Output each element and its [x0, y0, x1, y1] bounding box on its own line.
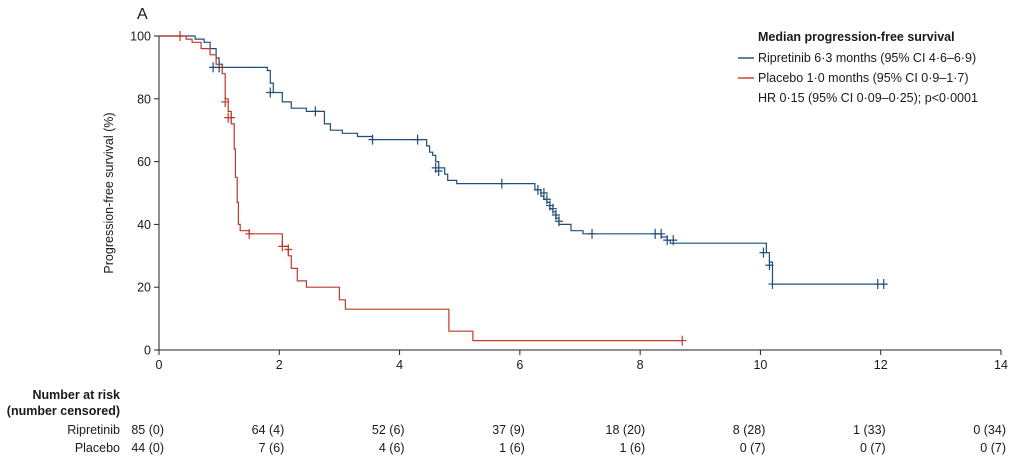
censor-mark-ripretinib	[669, 235, 678, 246]
risk-row-label-ripretinib: Ripretinib	[67, 423, 120, 437]
censor-mark-ripretinib	[768, 279, 777, 290]
km-curve-placebo	[159, 35, 683, 342]
x-tick-label: 8	[637, 358, 644, 372]
x-tick-label: 12	[874, 358, 888, 372]
axes: 0 2 4 6 8 10 12 14 0 20 40 60 80 100	[130, 30, 1008, 373]
censor-mark-ripretinib	[266, 87, 275, 98]
legend-entry-ripretinib: Ripretinib 6·3 months (95% CI 4·6–6·9)	[758, 51, 976, 65]
censor-mark-ripretinib	[554, 216, 563, 227]
censor-mark-placebo	[245, 228, 254, 239]
risk-cell: 4 (6)	[379, 441, 405, 455]
censor-mark-ripretinib	[548, 203, 557, 214]
censor-mark-ripretinib	[759, 247, 768, 258]
x-tick-label: 2	[276, 358, 283, 372]
censor-mark-ripretinib	[413, 134, 422, 145]
risk-cell: 52 (6)	[372, 423, 405, 437]
legend-title: Median progression-free survival	[758, 30, 955, 44]
censor-mark-ripretinib	[533, 184, 542, 195]
censor-mark-ripretinib	[368, 134, 377, 145]
risk-cell: 85 (0)	[131, 423, 164, 437]
risk-cell: 1 (6)	[619, 441, 645, 455]
x-tick-label: 0	[156, 358, 163, 372]
censor-mark-ripretinib	[551, 209, 560, 220]
risk-table: Number at risk (number censored) Ripreti…	[7, 388, 1006, 455]
risk-cell: 1 (6)	[499, 441, 525, 455]
censor-mark-ripretinib	[311, 106, 320, 117]
risk-cell: 0 (7)	[740, 441, 766, 455]
x-tick-label: 14	[994, 358, 1008, 372]
censor-mark-ripretinib	[539, 188, 548, 198]
legend-entry-placebo: Placebo 1·0 months (95% CI 0·9–1·7)	[758, 71, 969, 85]
censor-mark-ripretinib	[879, 279, 888, 290]
legend-note: HR 0·15 (95% CI 0·09–0·25); p<0·0001	[758, 91, 978, 105]
x-tick-label: 10	[753, 358, 767, 372]
x-tick-label: 6	[516, 358, 523, 372]
risk-cell: 18 (20)	[606, 423, 646, 437]
censor-mark-placebo	[678, 335, 687, 346]
y-tick-label: 60	[137, 155, 151, 169]
legend: Median progression-free survival Ripreti…	[738, 30, 978, 105]
risk-cell: 8 (28)	[733, 423, 766, 437]
series-layer	[159, 31, 888, 346]
censor-mark-ripretinib	[434, 166, 443, 177]
censor-mark-ripretinib	[657, 228, 666, 239]
x-tick-label: 4	[396, 358, 403, 372]
risk-cell: 64 (4)	[252, 423, 285, 437]
risk-cell: 37 (9)	[492, 423, 525, 437]
censor-mark-placebo	[278, 241, 287, 252]
risk-cell: 1 (33)	[853, 423, 886, 437]
risk-cell: 0 (7)	[980, 441, 1006, 455]
panel-label: A	[137, 6, 148, 23]
censor-mark-ripretinib	[497, 178, 506, 189]
censor-mark-placebo	[284, 244, 293, 255]
y-tick-label: 0	[144, 344, 151, 358]
risk-cell: 0 (34)	[973, 423, 1006, 437]
y-tick-label: 100	[130, 30, 151, 44]
y-tick-label: 40	[137, 218, 151, 232]
y-tick-label: 80	[137, 92, 151, 106]
risk-cell: 44 (0)	[131, 441, 164, 455]
censor-mark-ripretinib	[765, 260, 774, 271]
risk-cell: 0 (7)	[860, 441, 886, 455]
censor-mark-ripretinib	[542, 194, 551, 205]
km-curve-ripretinib	[159, 35, 887, 285]
censor-mark-ripretinib	[588, 228, 597, 239]
risk-cell: 7 (6)	[259, 441, 285, 455]
censor-mark-placebo	[227, 112, 236, 123]
censor-mark-placebo	[176, 31, 185, 41]
y-axis-title: Progression-free survival (%)	[102, 112, 116, 273]
y-tick-label: 20	[137, 281, 151, 295]
risk-row-label-placebo: Placebo	[75, 441, 120, 455]
risk-table-subtitle: (number censored)	[7, 404, 120, 418]
risk-table-title: Number at risk	[32, 388, 120, 402]
censor-mark-placebo	[221, 96, 230, 107]
